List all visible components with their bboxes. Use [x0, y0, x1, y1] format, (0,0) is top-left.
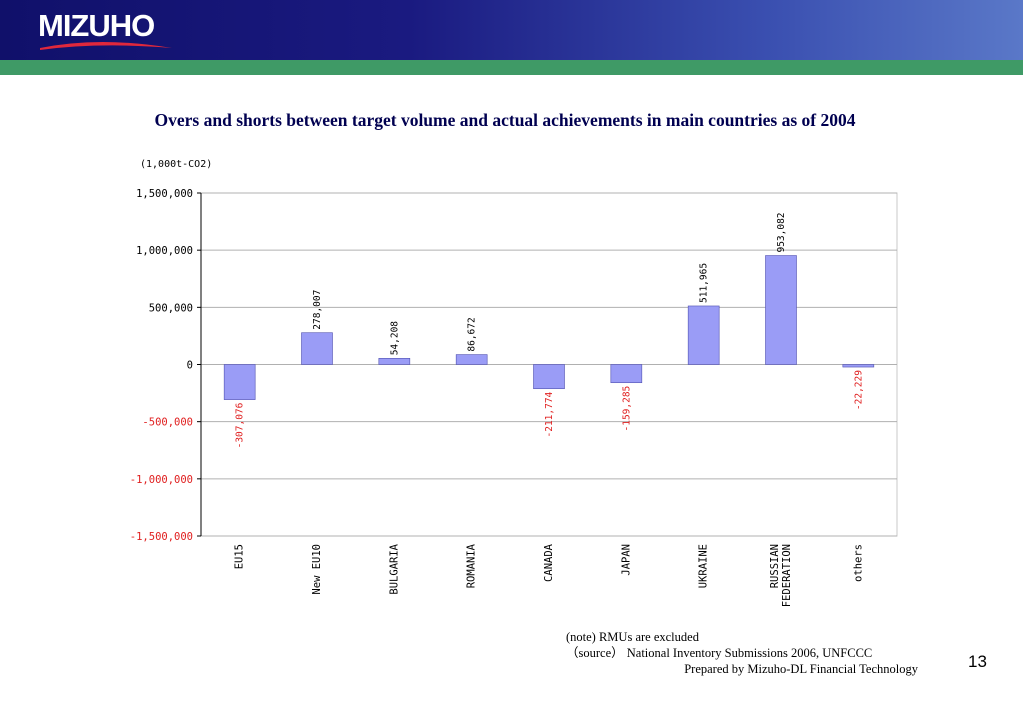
y-tick-label: -1,500,000 — [130, 531, 193, 543]
y-tick-label: 500,000 — [149, 302, 193, 314]
y-tick-label: 1,000,000 — [136, 245, 193, 257]
unit-label: (1,000t-CO2) — [140, 159, 212, 170]
x-category-label: RUSSIAN — [769, 544, 781, 588]
x-category-label: New EU10 — [311, 544, 323, 595]
value-label: 86,672 — [467, 317, 478, 351]
value-label: -22,229 — [853, 370, 864, 410]
note-text: (note) RMUs are excluded — [566, 630, 699, 644]
logo-swoosh-icon — [40, 42, 172, 50]
x-category-label: FEDERATION — [781, 544, 793, 607]
chart-title: Overs and shorts between target volume a… — [154, 110, 856, 130]
value-label: -159,285 — [621, 386, 632, 432]
bar — [455, 354, 488, 365]
mizuho-logo: MIZUHO — [38, 8, 155, 43]
value-label: 953,082 — [776, 212, 787, 252]
x-category-label: CANADA — [543, 543, 555, 582]
value-label: 511,965 — [699, 263, 710, 303]
tagline: Channel to Discovery — [887, 121, 995, 134]
bar — [842, 364, 875, 368]
x-category-label: JAPAN — [620, 544, 632, 576]
bar — [301, 332, 333, 365]
bar — [610, 364, 643, 384]
y-tick-label: -500,000 — [142, 417, 193, 429]
prepared-by-text: Prepared by Mizuho-DL Financial Technolo… — [684, 662, 918, 676]
value-label: 278,007 — [312, 290, 323, 330]
value-label: -211,774 — [544, 391, 555, 437]
value-label: 54,208 — [389, 321, 400, 356]
y-tick-label: 0 — [187, 360, 193, 372]
page-number: 13 — [968, 652, 987, 671]
bar — [533, 364, 565, 390]
bar — [687, 305, 720, 365]
bar — [765, 255, 797, 365]
header-bar: MIZUHO — [0, 0, 1023, 60]
bar — [378, 358, 411, 365]
tagline-rest: Discovery — [943, 121, 995, 133]
tagline-bold: Channel to — [886, 121, 944, 133]
y-tick-label: 1,500,000 — [136, 188, 193, 200]
value-label: -307,076 — [235, 402, 246, 448]
accent-band: Channel to Discovery — [0, 60, 1023, 133]
bar — [223, 364, 256, 400]
x-category-label: others — [852, 544, 864, 582]
notes-block: (note) RMUs are excluded （source） Nation… — [566, 629, 918, 677]
x-category-label: BULGARIA — [388, 543, 400, 594]
source-text: （source） National Inventory Submissions … — [566, 646, 873, 660]
y-tick-label: -1,000,000 — [130, 474, 193, 486]
x-category-label: EU15 — [234, 544, 246, 569]
x-category-label: UKRAINE — [698, 544, 710, 588]
x-category-label: ROMANIA — [466, 543, 478, 588]
